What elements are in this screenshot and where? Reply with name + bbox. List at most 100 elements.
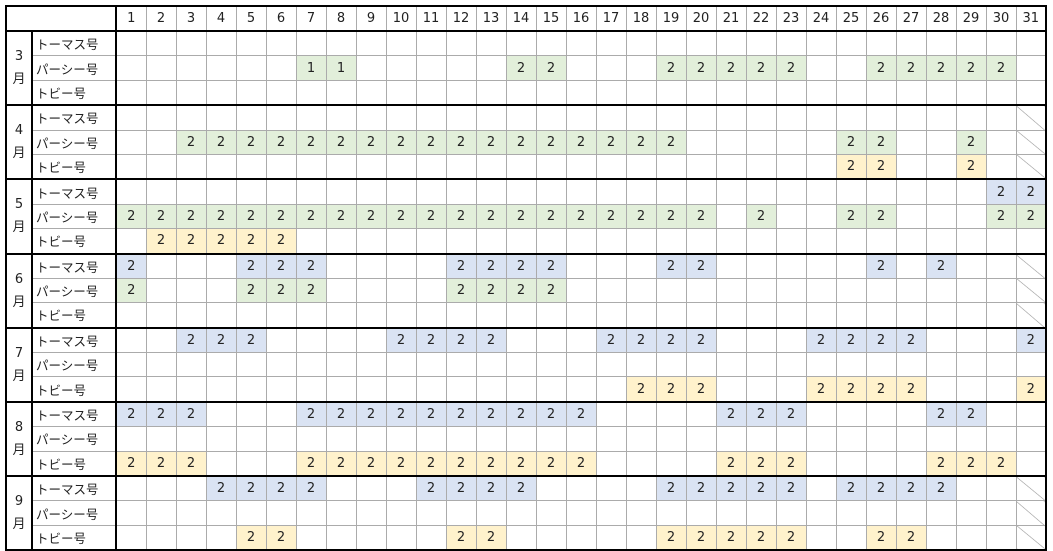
day-cell[interactable] xyxy=(475,376,507,403)
day-cell[interactable]: 2 xyxy=(295,203,327,230)
day-cell[interactable] xyxy=(985,153,1017,180)
day-cell[interactable] xyxy=(715,426,747,452)
day-cell[interactable] xyxy=(1015,79,1047,106)
day-cell[interactable]: 2 xyxy=(445,129,477,155)
day-cell[interactable]: 2 xyxy=(115,203,147,230)
day-header-24[interactable]: 24 xyxy=(805,5,837,32)
day-cell[interactable] xyxy=(835,253,867,279)
day-cell[interactable]: 2 xyxy=(505,253,537,279)
day-cell[interactable] xyxy=(865,450,897,477)
day-cell[interactable] xyxy=(445,178,477,205)
day-cell[interactable]: 2 xyxy=(985,178,1017,205)
day-cell[interactable]: 2 xyxy=(445,450,477,477)
day-cell[interactable]: 2 xyxy=(565,129,597,155)
day-cell[interactable] xyxy=(805,129,837,155)
day-cell[interactable] xyxy=(385,426,417,452)
day-cell[interactable] xyxy=(595,376,627,403)
day-cell[interactable] xyxy=(385,277,417,304)
day-cell[interactable] xyxy=(535,426,567,452)
day-cell[interactable]: 2 xyxy=(625,327,657,354)
day-cell[interactable] xyxy=(205,302,237,329)
day-cell[interactable] xyxy=(535,524,567,551)
day-cell[interactable] xyxy=(505,302,537,329)
day-cell[interactable] xyxy=(445,104,477,131)
day-header-16[interactable]: 16 xyxy=(565,5,597,32)
day-cell[interactable] xyxy=(745,376,777,403)
day-cell[interactable] xyxy=(505,178,537,205)
day-cell[interactable]: 1 xyxy=(325,55,357,81)
day-cell[interactable]: 2 xyxy=(505,450,537,477)
day-header-15[interactable]: 15 xyxy=(535,5,567,32)
day-cell[interactable]: 2 xyxy=(1015,376,1047,403)
day-cell[interactable]: 2 xyxy=(145,450,177,477)
day-cell[interactable] xyxy=(745,30,777,57)
day-cell[interactable]: 2 xyxy=(205,129,237,155)
day-cell[interactable] xyxy=(235,426,267,452)
day-header-10[interactable]: 10 xyxy=(385,5,417,32)
day-cell[interactable] xyxy=(925,327,957,354)
day-cell[interactable] xyxy=(445,30,477,57)
day-cell[interactable] xyxy=(175,178,207,205)
day-cell[interactable] xyxy=(865,104,897,131)
day-cell[interactable] xyxy=(775,327,807,354)
day-cell[interactable]: 2 xyxy=(175,129,207,155)
day-cell[interactable]: 2 xyxy=(475,203,507,230)
day-cell[interactable] xyxy=(535,228,567,255)
day-cell[interactable]: 2 xyxy=(355,129,387,155)
day-cell[interactable] xyxy=(505,30,537,57)
day-cell[interactable] xyxy=(295,104,327,131)
day-cell[interactable] xyxy=(145,104,177,131)
day-cell[interactable] xyxy=(745,277,777,304)
day-cell[interactable] xyxy=(565,352,597,378)
day-cell[interactable]: 2 xyxy=(355,203,387,230)
day-cell[interactable] xyxy=(325,475,357,502)
day-header-7[interactable]: 7 xyxy=(295,5,327,32)
day-cell[interactable]: 2 xyxy=(205,327,237,354)
day-cell[interactable] xyxy=(385,524,417,551)
day-cell[interactable] xyxy=(505,524,537,551)
day-cell[interactable] xyxy=(985,104,1017,131)
day-cell[interactable]: 2 xyxy=(505,129,537,155)
day-cell[interactable] xyxy=(715,104,747,131)
day-cell[interactable] xyxy=(835,104,867,131)
day-cell[interactable] xyxy=(145,500,177,526)
day-cell[interactable]: 2 xyxy=(865,129,897,155)
day-cell[interactable] xyxy=(1015,401,1047,428)
day-cell[interactable] xyxy=(115,426,147,452)
day-header-22[interactable]: 22 xyxy=(745,5,777,32)
day-cell[interactable]: 2 xyxy=(655,203,687,230)
day-cell[interactable] xyxy=(445,426,477,452)
day-cell[interactable] xyxy=(415,524,447,551)
day-cell[interactable]: 2 xyxy=(745,55,777,81)
train-name[interactable]: トーマス号 xyxy=(31,327,117,354)
day-cell[interactable] xyxy=(685,302,717,329)
day-cell[interactable] xyxy=(175,30,207,57)
day-cell[interactable] xyxy=(355,426,387,452)
day-cell[interactable] xyxy=(745,228,777,255)
day-cell[interactable] xyxy=(235,401,267,428)
day-cell[interactable] xyxy=(775,352,807,378)
day-cell[interactable] xyxy=(355,178,387,205)
day-cell[interactable] xyxy=(415,302,447,329)
day-cell[interactable] xyxy=(205,352,237,378)
day-cell[interactable]: 2 xyxy=(925,475,957,502)
day-cell[interactable] xyxy=(655,228,687,255)
day-cell[interactable] xyxy=(625,524,657,551)
day-cell[interactable] xyxy=(895,30,927,57)
day-cell[interactable]: 2 xyxy=(655,327,687,354)
day-cell[interactable] xyxy=(985,277,1017,304)
day-cell[interactable]: 2 xyxy=(925,253,957,279)
day-cell[interactable] xyxy=(145,153,177,180)
day-cell[interactable] xyxy=(115,55,147,81)
day-cell[interactable] xyxy=(865,277,897,304)
day-cell[interactable] xyxy=(475,426,507,452)
train-name[interactable]: トビー号 xyxy=(31,376,117,403)
day-cell[interactable]: 2 xyxy=(925,450,957,477)
day-cell[interactable] xyxy=(625,352,657,378)
day-cell[interactable]: 2 xyxy=(715,450,747,477)
day-cell[interactable] xyxy=(355,352,387,378)
day-cell[interactable]: 2 xyxy=(475,327,507,354)
day-cell[interactable] xyxy=(1015,426,1047,452)
day-cell[interactable]: 2 xyxy=(385,450,417,477)
day-cell[interactable] xyxy=(925,203,957,230)
